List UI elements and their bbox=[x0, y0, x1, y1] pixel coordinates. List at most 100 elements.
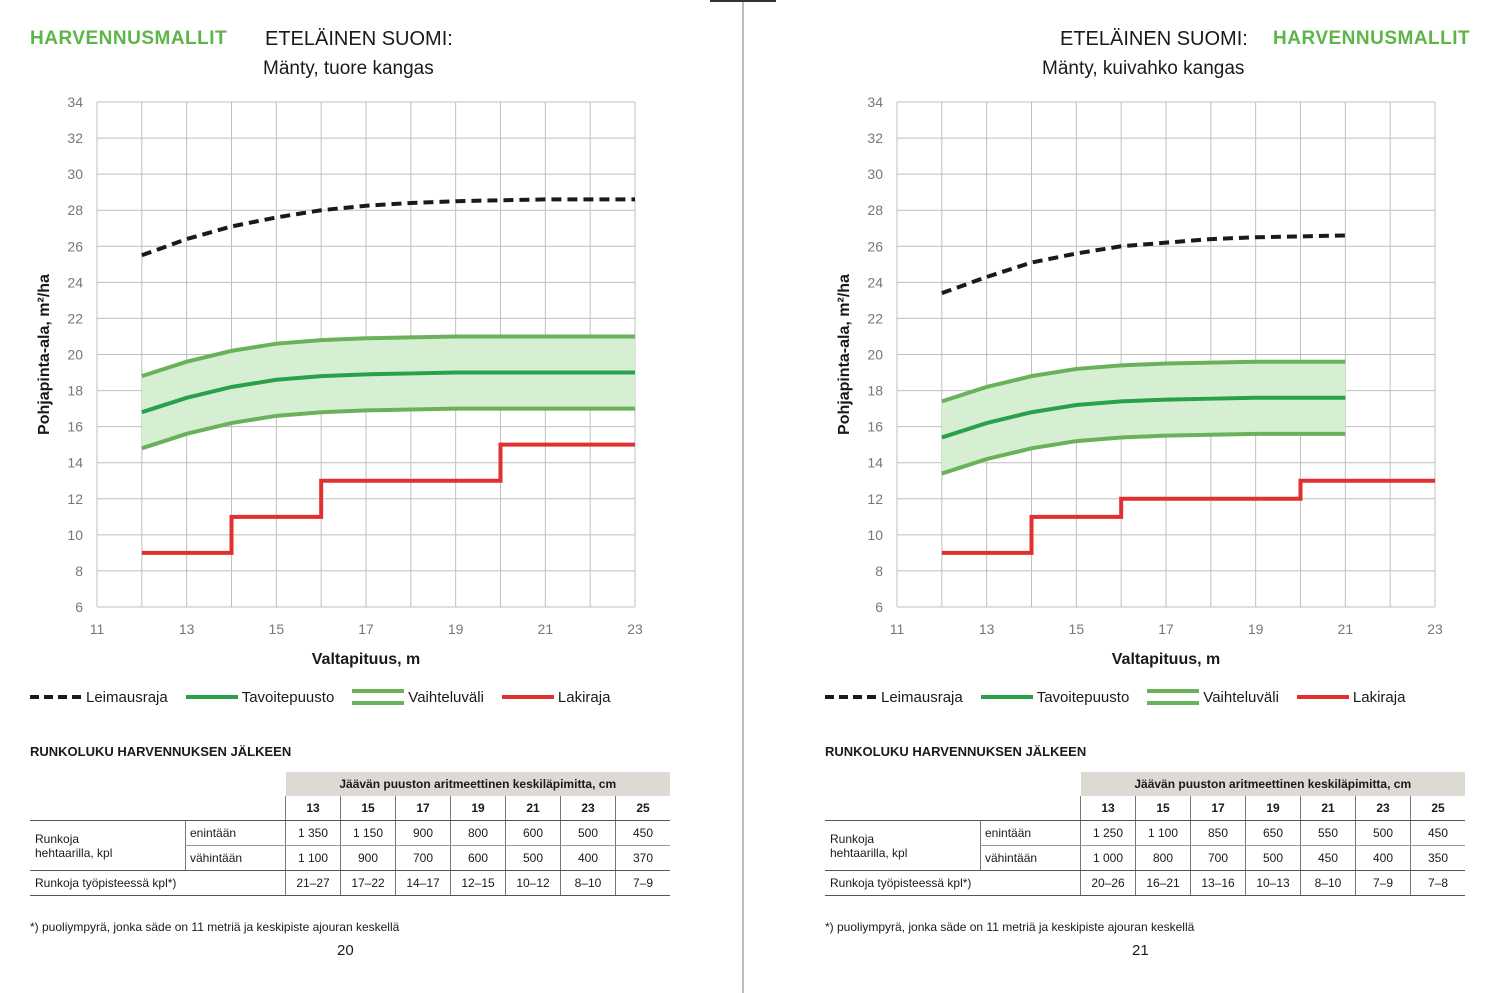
x-tick-label: 21 bbox=[1338, 621, 1354, 637]
table-band-row: Jäävän puuston aritmeettinen keskiläpimi… bbox=[30, 772, 670, 796]
legend-item-leimausraja: Leimausraja bbox=[825, 689, 963, 706]
legend-swatch-solid bbox=[980, 695, 1033, 699]
x-tick-label: 15 bbox=[269, 621, 285, 637]
y-tick-label: 20 bbox=[867, 347, 883, 363]
y-tick-label: 26 bbox=[867, 238, 883, 254]
legend-label: Tavoitepuusto bbox=[241, 688, 335, 706]
x-axis-label: Valtapituus, m bbox=[312, 651, 420, 668]
brand-title: HARVENNUSMALLIT bbox=[30, 28, 228, 49]
table-cell: 10–13 bbox=[1245, 870, 1301, 896]
diameter-cell: 25 bbox=[1410, 796, 1465, 821]
x-tick-label: 19 bbox=[448, 621, 464, 637]
legend-label: Tavoitepuusto bbox=[1036, 688, 1130, 706]
y-tick-label: 26 bbox=[67, 238, 83, 254]
diameter-cell: 13 bbox=[1080, 796, 1136, 821]
table-cell: 1 350 bbox=[285, 820, 341, 846]
legend-swatch-dashed bbox=[30, 695, 82, 699]
band-header: Jäävän puuston aritmeettinen keskiläpimi… bbox=[1080, 772, 1465, 796]
table-cell: 650 bbox=[1245, 820, 1301, 846]
table-row-workspot: Runkoja työpisteessä kpl*) 21–27 17–22 1… bbox=[30, 870, 670, 896]
table-corner bbox=[825, 772, 1081, 796]
row-label: vähintään bbox=[185, 845, 286, 871]
table-row: vähintään 1 000 800 700 500 450 400 350 bbox=[825, 845, 1465, 871]
table-cell: 400 bbox=[1355, 845, 1411, 871]
diameter-cell: 17 bbox=[395, 796, 451, 821]
y-tick-label: 28 bbox=[867, 202, 883, 218]
legend-label: Leimausraja bbox=[86, 688, 168, 706]
page-number: 21 bbox=[1132, 942, 1149, 959]
table-cell: 550 bbox=[1300, 820, 1356, 846]
legend-item-vaihteluvali: Vaihteluväli bbox=[352, 688, 484, 706]
table-cell: 16–21 bbox=[1135, 870, 1191, 896]
series-line-vaihteluvali-lower bbox=[141, 406, 635, 451]
table-row: Runkoja hehtaarilla, kpl enintään 1 350 1… bbox=[30, 820, 670, 871]
series-line-leimausraja bbox=[141, 197, 635, 258]
table-cell: 400 bbox=[560, 845, 616, 871]
table-cell: 14–17 bbox=[395, 870, 451, 896]
group-label-line: hehtaarilla, kpl bbox=[35, 845, 113, 860]
series-line-leimausraja bbox=[941, 233, 1346, 296]
page-left: HARVENNUSMALLIT ETELÄINEN SUOMI: Mänty, … bbox=[30, 28, 670, 959]
y-axis-label: Pohjapinta-ala, m²/ha bbox=[836, 274, 853, 435]
legend-item-tavoitepuusto: Tavoitepuusto bbox=[980, 688, 1130, 706]
x-tick-label: 17 bbox=[358, 621, 374, 637]
y-tick-label: 22 bbox=[67, 310, 83, 326]
table-row: vähintään 1 100 900 700 600 500 400 370 bbox=[30, 845, 670, 871]
table-cell: 10–12 bbox=[505, 870, 561, 896]
table-cell: 13–16 bbox=[1190, 870, 1246, 896]
chart-tuore-kangas: 6 8 10 12 14 16 18 20 22 24 26 28 30 32 34 11 13 15 17 19 21… bbox=[36, 94, 643, 668]
group-label: Runkoja hehtaarilla, kpl bbox=[825, 820, 981, 871]
y-tick-label: 16 bbox=[67, 419, 83, 435]
y-tick-label: 22 bbox=[867, 310, 883, 326]
x-tick-label: 11 bbox=[890, 621, 905, 637]
y-tick-label: 28 bbox=[67, 202, 83, 218]
x-tick-label: 15 bbox=[1069, 621, 1085, 637]
table-cell: 500 bbox=[505, 845, 561, 871]
y-tick-label: 30 bbox=[67, 166, 83, 182]
row-label: vähintään bbox=[980, 845, 1081, 871]
chart-subtitle: Mänty, kuivahko kangas bbox=[1042, 58, 1245, 79]
legend: Leimausraja Tavoitepuusto Vaihteluväli L… bbox=[30, 688, 628, 706]
x-axis-label: Valtapituus, m bbox=[1112, 651, 1220, 668]
table-cell: 900 bbox=[340, 845, 396, 871]
table-cell: 700 bbox=[1190, 845, 1246, 871]
band-header: Jäävän puuston aritmeettinen keskiläpimi… bbox=[285, 772, 670, 796]
table-cell: 450 bbox=[1410, 820, 1465, 846]
x-tick-label: 13 bbox=[179, 621, 195, 637]
diameter-cell: 21 bbox=[505, 796, 561, 821]
table-cell: 7–9 bbox=[1355, 870, 1411, 896]
legend-swatch-band bbox=[352, 689, 405, 705]
group-label-line: Runkoja bbox=[35, 831, 80, 846]
brand-title: HARVENNUSMALLIT bbox=[1273, 28, 1471, 49]
table-cell: 1 100 bbox=[285, 845, 341, 871]
page-right: ETELÄINEN SUOMI: HARVENNUSMALLIT Mänty, … bbox=[745, 0, 1488, 993]
table-cell: 500 bbox=[1355, 820, 1411, 846]
table-band-row: Jäävän puuston aritmeettinen keskiläpimi… bbox=[825, 772, 1465, 796]
diameter-cell: 17 bbox=[1190, 796, 1246, 821]
diameter-row: 13 15 17 19 21 23 25 bbox=[30, 796, 670, 821]
workspot-label: Runkoja työpisteessä kpl*) bbox=[30, 870, 286, 896]
legend-swatch-band bbox=[1147, 689, 1200, 705]
legend-swatch-red bbox=[1296, 695, 1349, 699]
table-corner bbox=[825, 796, 1081, 821]
x-tick-label: 17 bbox=[1158, 621, 1174, 637]
table-cell: 700 bbox=[395, 845, 451, 871]
y-tick-label: 20 bbox=[67, 347, 83, 363]
y-tick-label: 8 bbox=[875, 563, 883, 579]
group-label-line: Runkoja bbox=[830, 831, 875, 846]
x-tick-label: 23 bbox=[627, 621, 643, 637]
table-cell: 450 bbox=[1300, 845, 1356, 871]
y-tick-label: 10 bbox=[867, 527, 883, 543]
table-cell: 800 bbox=[450, 820, 506, 846]
top-mark bbox=[710, 0, 776, 2]
region-title: ETELÄINEN SUOMI: bbox=[265, 28, 453, 50]
table-cell: 1 250 bbox=[1080, 820, 1136, 846]
y-tick-label: 6 bbox=[875, 599, 883, 615]
table-corner bbox=[30, 796, 286, 821]
row-label: enintään bbox=[185, 820, 286, 846]
table-cell: 17–22 bbox=[340, 870, 396, 896]
y-tick-label: 12 bbox=[67, 491, 83, 507]
chart-kuivahko-kangas: 6 8 10 12 14 16 18 20 22 24 26 28 30 32 34 11 13 15 17 19 21… bbox=[836, 94, 1443, 668]
diameter-row: 13 15 17 19 21 23 25 bbox=[825, 796, 1465, 821]
legend-swatch-red bbox=[501, 695, 554, 699]
